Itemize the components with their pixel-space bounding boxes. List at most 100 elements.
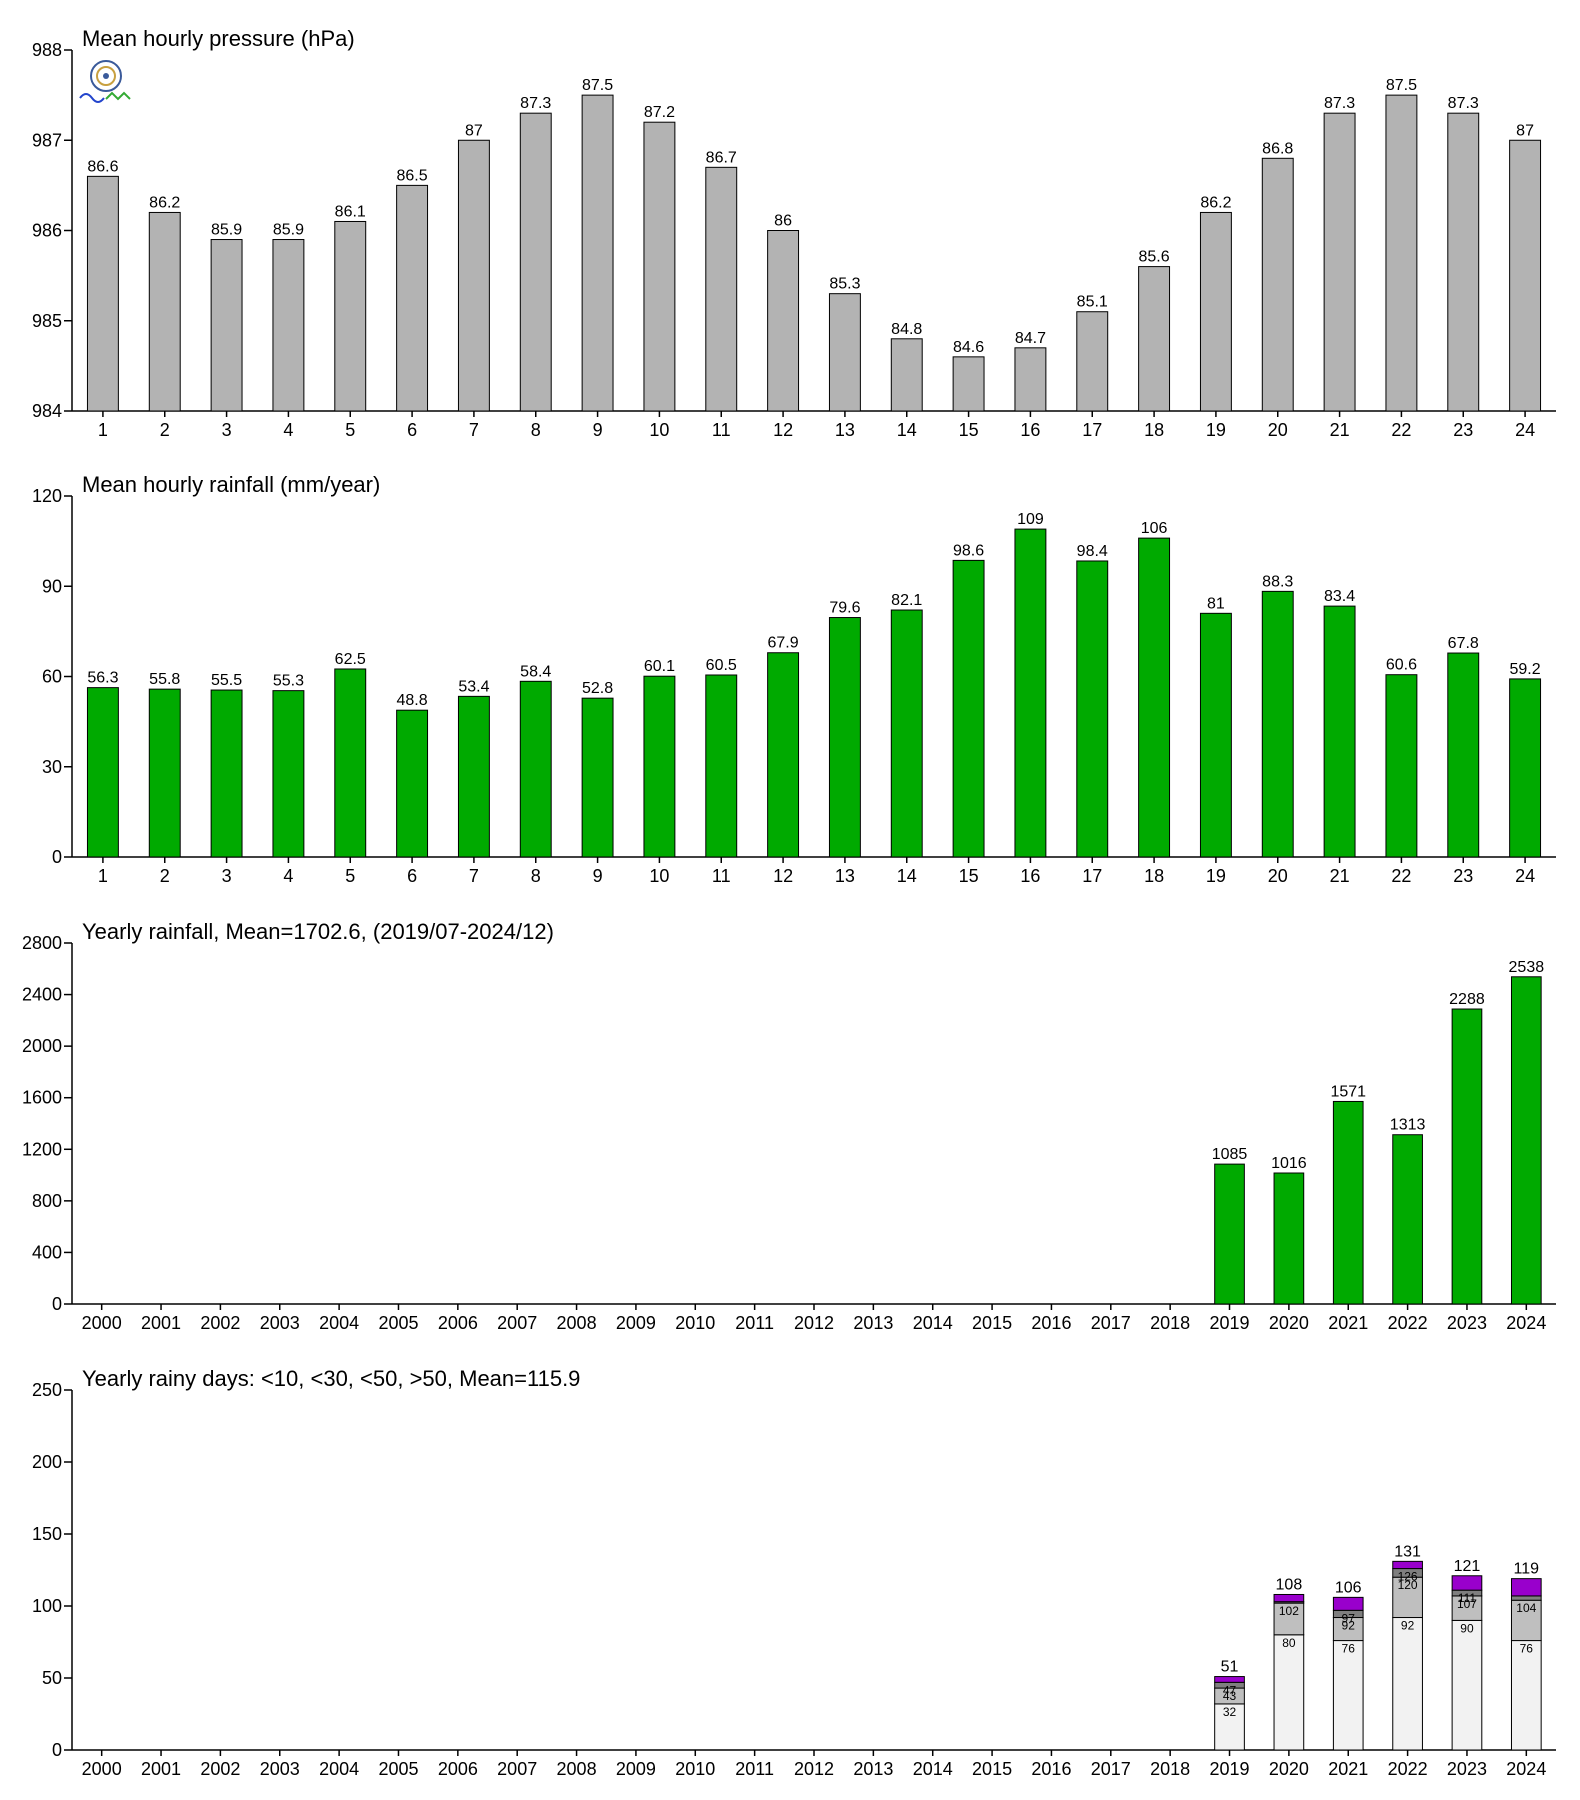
bar-1-15 (1014, 528, 1047, 858)
x-tick-label-2-22: 2022 (1388, 1313, 1428, 1333)
bar-1-1 (148, 688, 181, 858)
stack-segment-19-0 (1214, 1703, 1245, 1751)
x-tick-label-2-11: 2011 (735, 1313, 774, 1333)
x-tick-label-2-5: 2005 (378, 1313, 418, 1333)
bar-1-22 (1447, 652, 1480, 858)
x-tick-label-2-15: 2015 (972, 1313, 1012, 1333)
x-tick-label-3-17: 2017 (1091, 1759, 1131, 1779)
y-tick-label-0-4: 988 (32, 40, 62, 60)
x-tick-label-3-18: 2018 (1150, 1759, 1190, 1779)
x-tick-label-3-4: 2004 (319, 1759, 359, 1779)
data-label-0-19: 86.8 (1262, 140, 1293, 157)
bar-0-20 (1323, 112, 1356, 412)
stack-segment-21-0 (1332, 1640, 1364, 1751)
x-tick-label-0-0: 1 (98, 420, 108, 440)
y-tick-label-0-3: 987 (32, 130, 62, 150)
y-tick-label-0-0: 984 (32, 401, 62, 421)
x-tick-label-2-18: 2018 (1150, 1313, 1190, 1333)
x-tick-label-1-23: 24 (1515, 866, 1535, 886)
bar-0-14 (952, 356, 985, 412)
bar-0-18 (1199, 211, 1232, 412)
data-label-1-20: 83.4 (1324, 588, 1355, 605)
data-label-0-18: 86.2 (1200, 194, 1231, 211)
bar-0-16 (1076, 311, 1109, 412)
bar-1-21 (1385, 674, 1418, 858)
data-label-2-24: 2538 (1509, 959, 1545, 976)
bar-1-8 (581, 697, 614, 858)
bar-1-2 (210, 689, 243, 858)
x-tick-label-1-2: 3 (222, 866, 232, 886)
y-tick-label-1-4: 120 (32, 486, 62, 506)
y-tick-label-0-2: 986 (32, 221, 62, 241)
bar-2-24 (1510, 976, 1542, 1305)
data-label-0-12: 85.3 (829, 276, 860, 293)
data-label-0-6: 87 (465, 122, 483, 139)
segment-label-24-1: 104 (1516, 1601, 1536, 1615)
stack-segment-24-3 (1510, 1578, 1542, 1597)
x-tick-label-3-22: 2022 (1388, 1759, 1428, 1779)
x-tick-label-3-15: 2015 (972, 1759, 1012, 1779)
x-tick-label-2-6: 2006 (438, 1313, 478, 1333)
x-tick-label-2-4: 2004 (319, 1313, 359, 1333)
data-label-1-3: 55.3 (273, 673, 304, 690)
bar-1-7 (519, 680, 552, 858)
bar-1-14 (952, 559, 985, 858)
bar-0-1 (148, 211, 181, 412)
data-label-0-1: 86.2 (149, 194, 180, 211)
data-label-0-15: 84.7 (1015, 330, 1046, 347)
data-label-1-4: 62.5 (335, 651, 366, 668)
bar-0-7 (519, 112, 552, 412)
data-label-0-17: 85.6 (1139, 249, 1170, 266)
segment-label-24-0: 76 (1520, 1642, 1534, 1656)
total-label-20: 108 (1276, 1576, 1303, 1593)
x-tick-label-2-0: 2000 (82, 1313, 122, 1333)
data-label-2-22: 1313 (1390, 1117, 1426, 1134)
x-tick-label-2-12: 2012 (794, 1313, 834, 1333)
chart-title-2: Yearly rainfall, Mean=1702.6, (2019/07-2… (82, 919, 554, 944)
bar-0-22 (1447, 112, 1480, 412)
x-tick-label-1-6: 7 (469, 866, 479, 886)
x-tick-label-3-16: 2016 (1031, 1759, 1071, 1779)
bar-0-19 (1261, 157, 1294, 412)
x-tick-label-1-4: 5 (345, 866, 355, 886)
data-label-1-17: 106 (1141, 520, 1168, 537)
x-tick-label-3-5: 2005 (378, 1759, 418, 1779)
x-tick-label-3-1: 2001 (141, 1759, 181, 1779)
segment-label-23-2: 111 (1458, 1591, 1477, 1605)
y-tick-label-2-3: 1200 (22, 1139, 62, 1159)
bar-2-21 (1332, 1100, 1364, 1305)
x-tick-label-0-16: 17 (1082, 420, 1102, 440)
bar-1-3 (272, 690, 305, 858)
y-tick-label-3-1: 50 (42, 1668, 62, 1688)
x-tick-label-2-7: 2007 (497, 1313, 537, 1333)
data-label-1-12: 79.6 (829, 600, 860, 617)
x-tick-label-1-3: 4 (283, 866, 293, 886)
x-tick-label-2-20: 2020 (1269, 1313, 1309, 1333)
data-label-1-8: 52.8 (582, 680, 613, 697)
segment-label-19-2: 47 (1223, 1683, 1237, 1697)
data-label-2-21: 1571 (1330, 1083, 1366, 1100)
data-label-0-22: 87.3 (1448, 95, 1479, 112)
data-label-1-2: 55.5 (211, 672, 242, 689)
bar-0-5 (396, 184, 429, 412)
x-tick-label-3-2: 2002 (200, 1759, 240, 1779)
y-tick-label-2-6: 2400 (22, 985, 62, 1005)
x-tick-label-2-13: 2013 (853, 1313, 893, 1333)
bar-1-20 (1323, 605, 1356, 858)
bar-0-21 (1385, 94, 1418, 412)
data-label-0-20: 87.3 (1324, 95, 1355, 112)
y-tick-label-2-1: 400 (32, 1242, 62, 1262)
data-label-2-23: 2288 (1449, 991, 1485, 1008)
bar-0-0 (86, 175, 119, 412)
x-tick-label-0-9: 10 (649, 420, 669, 440)
stack-segment-19-3 (1214, 1676, 1245, 1683)
y-tick-label-3-2: 100 (32, 1596, 62, 1616)
x-tick-label-1-17: 18 (1144, 866, 1164, 886)
bar-1-18 (1199, 612, 1232, 858)
data-label-0-4: 86.1 (335, 203, 366, 220)
data-label-0-8: 87.5 (582, 77, 613, 94)
data-label-1-22: 67.8 (1448, 635, 1479, 652)
x-tick-label-2-23: 2023 (1447, 1313, 1487, 1333)
x-tick-label-3-13: 2013 (853, 1759, 893, 1779)
data-label-1-9: 60.1 (644, 658, 675, 675)
